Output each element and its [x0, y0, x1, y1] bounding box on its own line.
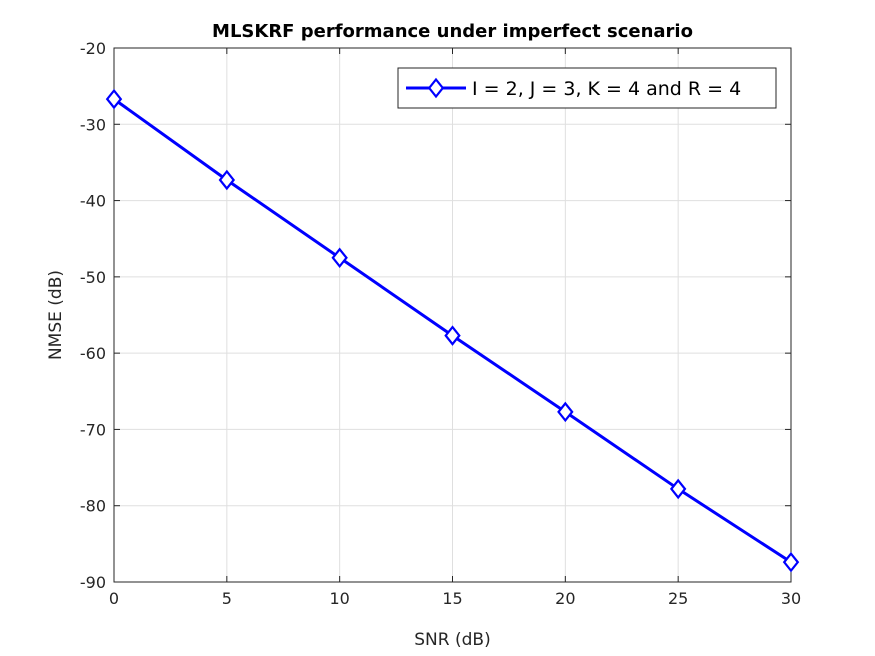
data-point-marker: [105, 88, 123, 110]
ticks: 0 5 10 15 20 25 30 -90 -80 -70 -60 -50 -40 -30 -20: [80, 39, 801, 608]
data-point-marker: [331, 247, 348, 269]
y-tick-label: -30: [80, 115, 106, 134]
data-point-marker: [557, 401, 574, 423]
x-tick-label: 5: [222, 589, 232, 608]
x-tick-label: 15: [442, 589, 462, 608]
legend: I = 2, J = 3, K = 4 and R = 4: [397, 67, 777, 109]
legend-marker: [427, 77, 445, 99]
y-tick-label: -80: [80, 497, 106, 516]
x-tick-label: 30: [781, 589, 801, 608]
y-tick-label: -40: [80, 192, 106, 211]
x-tick-label: 10: [329, 589, 349, 608]
y-tick-label: -90: [80, 573, 106, 592]
x-tick-label: 25: [668, 589, 688, 608]
data-point-marker: [669, 478, 687, 500]
data-point-marker: [782, 551, 800, 573]
chart-title: MLSKRF performance under imperfect scena…: [212, 21, 693, 42]
y-tick-label: -50: [80, 268, 106, 287]
y-axis-label: NMSE (dB): [46, 270, 66, 360]
data-point-marker: [218, 169, 236, 191]
data-point-marker: [444, 325, 461, 346]
x-tick-label: 0: [109, 589, 119, 608]
y-tick-label: -70: [80, 420, 106, 439]
y-tick-label: -60: [80, 344, 106, 363]
x-tick-label: 20: [555, 589, 575, 608]
series-layer: [105, 88, 800, 573]
legend-label: I = 2, J = 3, K = 4 and R = 4: [472, 78, 741, 100]
x-axis-label: SNR (dB): [414, 630, 490, 650]
y-tick-label: -20: [80, 39, 106, 58]
